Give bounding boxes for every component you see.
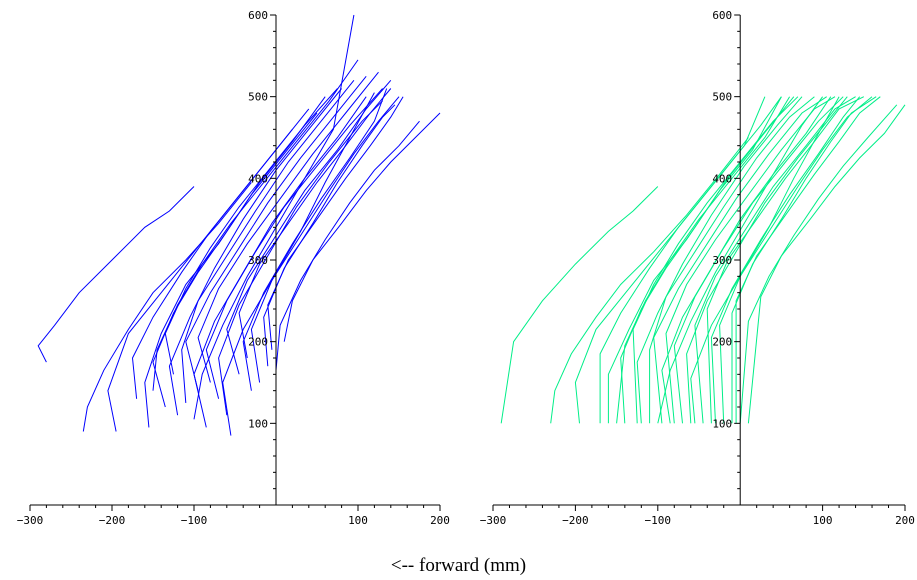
trajectory-line-1 bbox=[82, 182, 252, 432]
x-tick-label: −200 bbox=[99, 514, 126, 527]
trajectory-line-24 bbox=[735, 96, 881, 424]
trajectory-line-17 bbox=[152, 59, 359, 391]
y-tick-label: 400 bbox=[712, 172, 732, 185]
y-tick-label: 100 bbox=[248, 417, 268, 430]
y-tick-label: 500 bbox=[248, 91, 268, 104]
y-tick-label: 600 bbox=[248, 9, 268, 22]
trajectory-line-23 bbox=[710, 96, 861, 424]
trajectory-line-0 bbox=[37, 186, 195, 363]
trajectory-line-13 bbox=[719, 96, 873, 424]
trajectory-line-5 bbox=[636, 96, 803, 424]
trajectory-line-16 bbox=[747, 104, 906, 424]
trajectory-line-6 bbox=[649, 96, 815, 424]
x-tick-label: 100 bbox=[813, 514, 833, 527]
x-tick-label: −300 bbox=[17, 514, 44, 527]
trajectory-line-18 bbox=[657, 96, 824, 424]
trajectory-line-21 bbox=[632, 96, 799, 424]
x-tick-label: −300 bbox=[480, 514, 507, 527]
y-tick-label: 300 bbox=[248, 254, 268, 267]
y-tick-label: 500 bbox=[712, 91, 732, 104]
trajectory-line-17 bbox=[616, 96, 791, 424]
trajectory-line-14 bbox=[263, 104, 396, 367]
trajectory-line-9 bbox=[205, 88, 383, 399]
trajectory-line-2 bbox=[574, 96, 782, 424]
left-plot-panel: −300 −200 −100 100 200 100 200 300 400 500 600 bbox=[17, 9, 450, 527]
trajectory-line-4 bbox=[620, 96, 795, 424]
trajectory-line-12 bbox=[238, 88, 392, 359]
x-tick-label: 100 bbox=[348, 514, 368, 527]
trajectory-figure: −300 −200 −100 100 200 100 200 300 400 500 600 −30… bbox=[17, 9, 915, 527]
trajectory-line-24 bbox=[267, 96, 404, 350]
x-axis-caption: <-- forward (mm) bbox=[390, 555, 527, 576]
trajectory-line-1 bbox=[550, 137, 749, 424]
x-tick-label: −100 bbox=[181, 514, 208, 527]
trajectory-line-6 bbox=[181, 79, 355, 403]
x-tick-label: −100 bbox=[645, 514, 672, 527]
right-plot-panel: −300 −200 −100 100 200 100 200 300 400 500 600 bbox=[480, 9, 915, 527]
trajectory-line-22 bbox=[661, 96, 832, 424]
trajectory-line-20 bbox=[690, 96, 840, 424]
trajectory-line-15 bbox=[275, 120, 420, 371]
trajectory-line-19 bbox=[599, 96, 766, 424]
trajectory-line-19 bbox=[131, 108, 310, 399]
trajectory-line-9 bbox=[673, 96, 844, 424]
trajectory-line-4 bbox=[152, 96, 326, 408]
trajectory-line-16 bbox=[283, 112, 441, 342]
y-tick-label: 300 bbox=[712, 254, 732, 267]
trajectory-line-7 bbox=[653, 96, 827, 424]
y-tick-label: 600 bbox=[712, 9, 732, 22]
trajectory-line-5 bbox=[168, 88, 342, 416]
trajectory-line-23 bbox=[242, 88, 388, 391]
trajectory-line-12 bbox=[706, 96, 865, 424]
trajectory-line-0 bbox=[500, 186, 659, 424]
y-tick-label: 200 bbox=[712, 336, 732, 349]
x-tick-label: 200 bbox=[430, 514, 450, 527]
trajectory-line-13 bbox=[250, 96, 400, 383]
trajectory-line-22 bbox=[193, 96, 367, 428]
trajectory-line-14 bbox=[731, 96, 877, 424]
x-tick-label: −200 bbox=[562, 514, 589, 527]
trajectory-line-15 bbox=[739, 104, 898, 424]
y-tick-label: 100 bbox=[712, 417, 732, 430]
trajectory-line-21 bbox=[164, 88, 338, 375]
trajectory-line-18 bbox=[193, 14, 355, 420]
trajectory-line-8 bbox=[197, 71, 379, 383]
trajectory-line-11 bbox=[694, 96, 856, 424]
y-tick-label: 200 bbox=[248, 336, 268, 349]
trajectory-line-7 bbox=[185, 75, 367, 391]
trajectory-line-20 bbox=[222, 92, 375, 436]
x-tick-label: 200 bbox=[895, 514, 915, 527]
y-tick-label: 400 bbox=[248, 172, 268, 185]
